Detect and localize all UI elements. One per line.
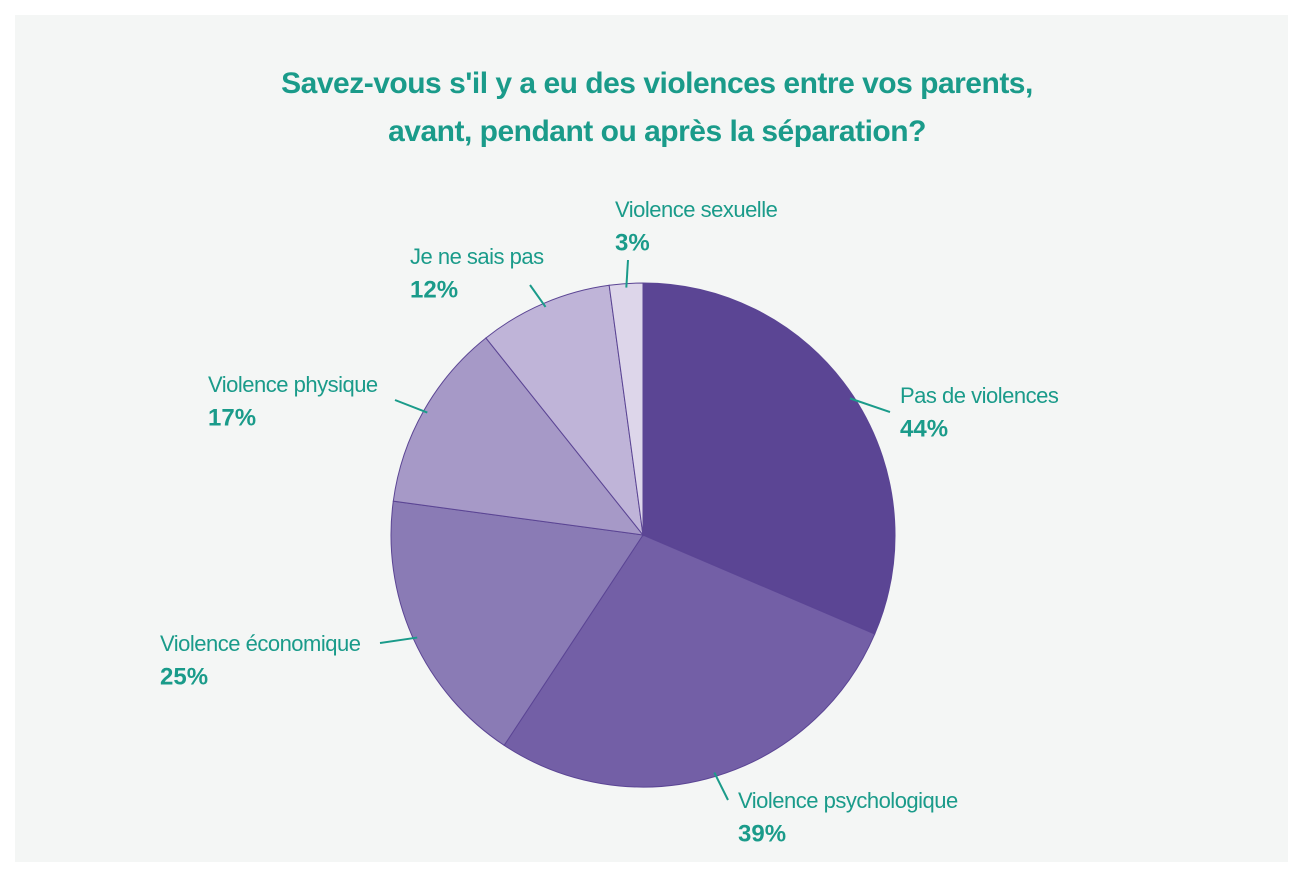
slice-label: Violence sexuelle [615,197,778,222]
leader-line [713,772,729,801]
slice-label: Violence économique [160,631,361,656]
chart-title: avant, pendant ou après la séparation? [388,115,926,148]
leader-line [394,399,428,414]
value-label: 39% [738,820,786,847]
value-label: 44% [900,415,948,442]
value-label: 17% [208,404,256,431]
pie-slice [390,500,644,747]
slice-label: Violence psychologique [738,788,958,813]
leader-line [849,397,891,413]
pie-slice [642,282,896,635]
leader-line [529,284,547,308]
leader-line [379,636,418,644]
value-label: 12% [410,276,458,303]
chart-title: Savez-vous s'il y a eu des violences ent… [281,67,1033,100]
leader-line [625,259,629,288]
slice-label: Violence physique [208,372,378,397]
value-label: 3% [615,229,650,256]
value-label: 25% [160,663,208,690]
slice-label: Pas de violences [900,383,1059,408]
slice-label: Je ne sais pas [410,244,544,269]
